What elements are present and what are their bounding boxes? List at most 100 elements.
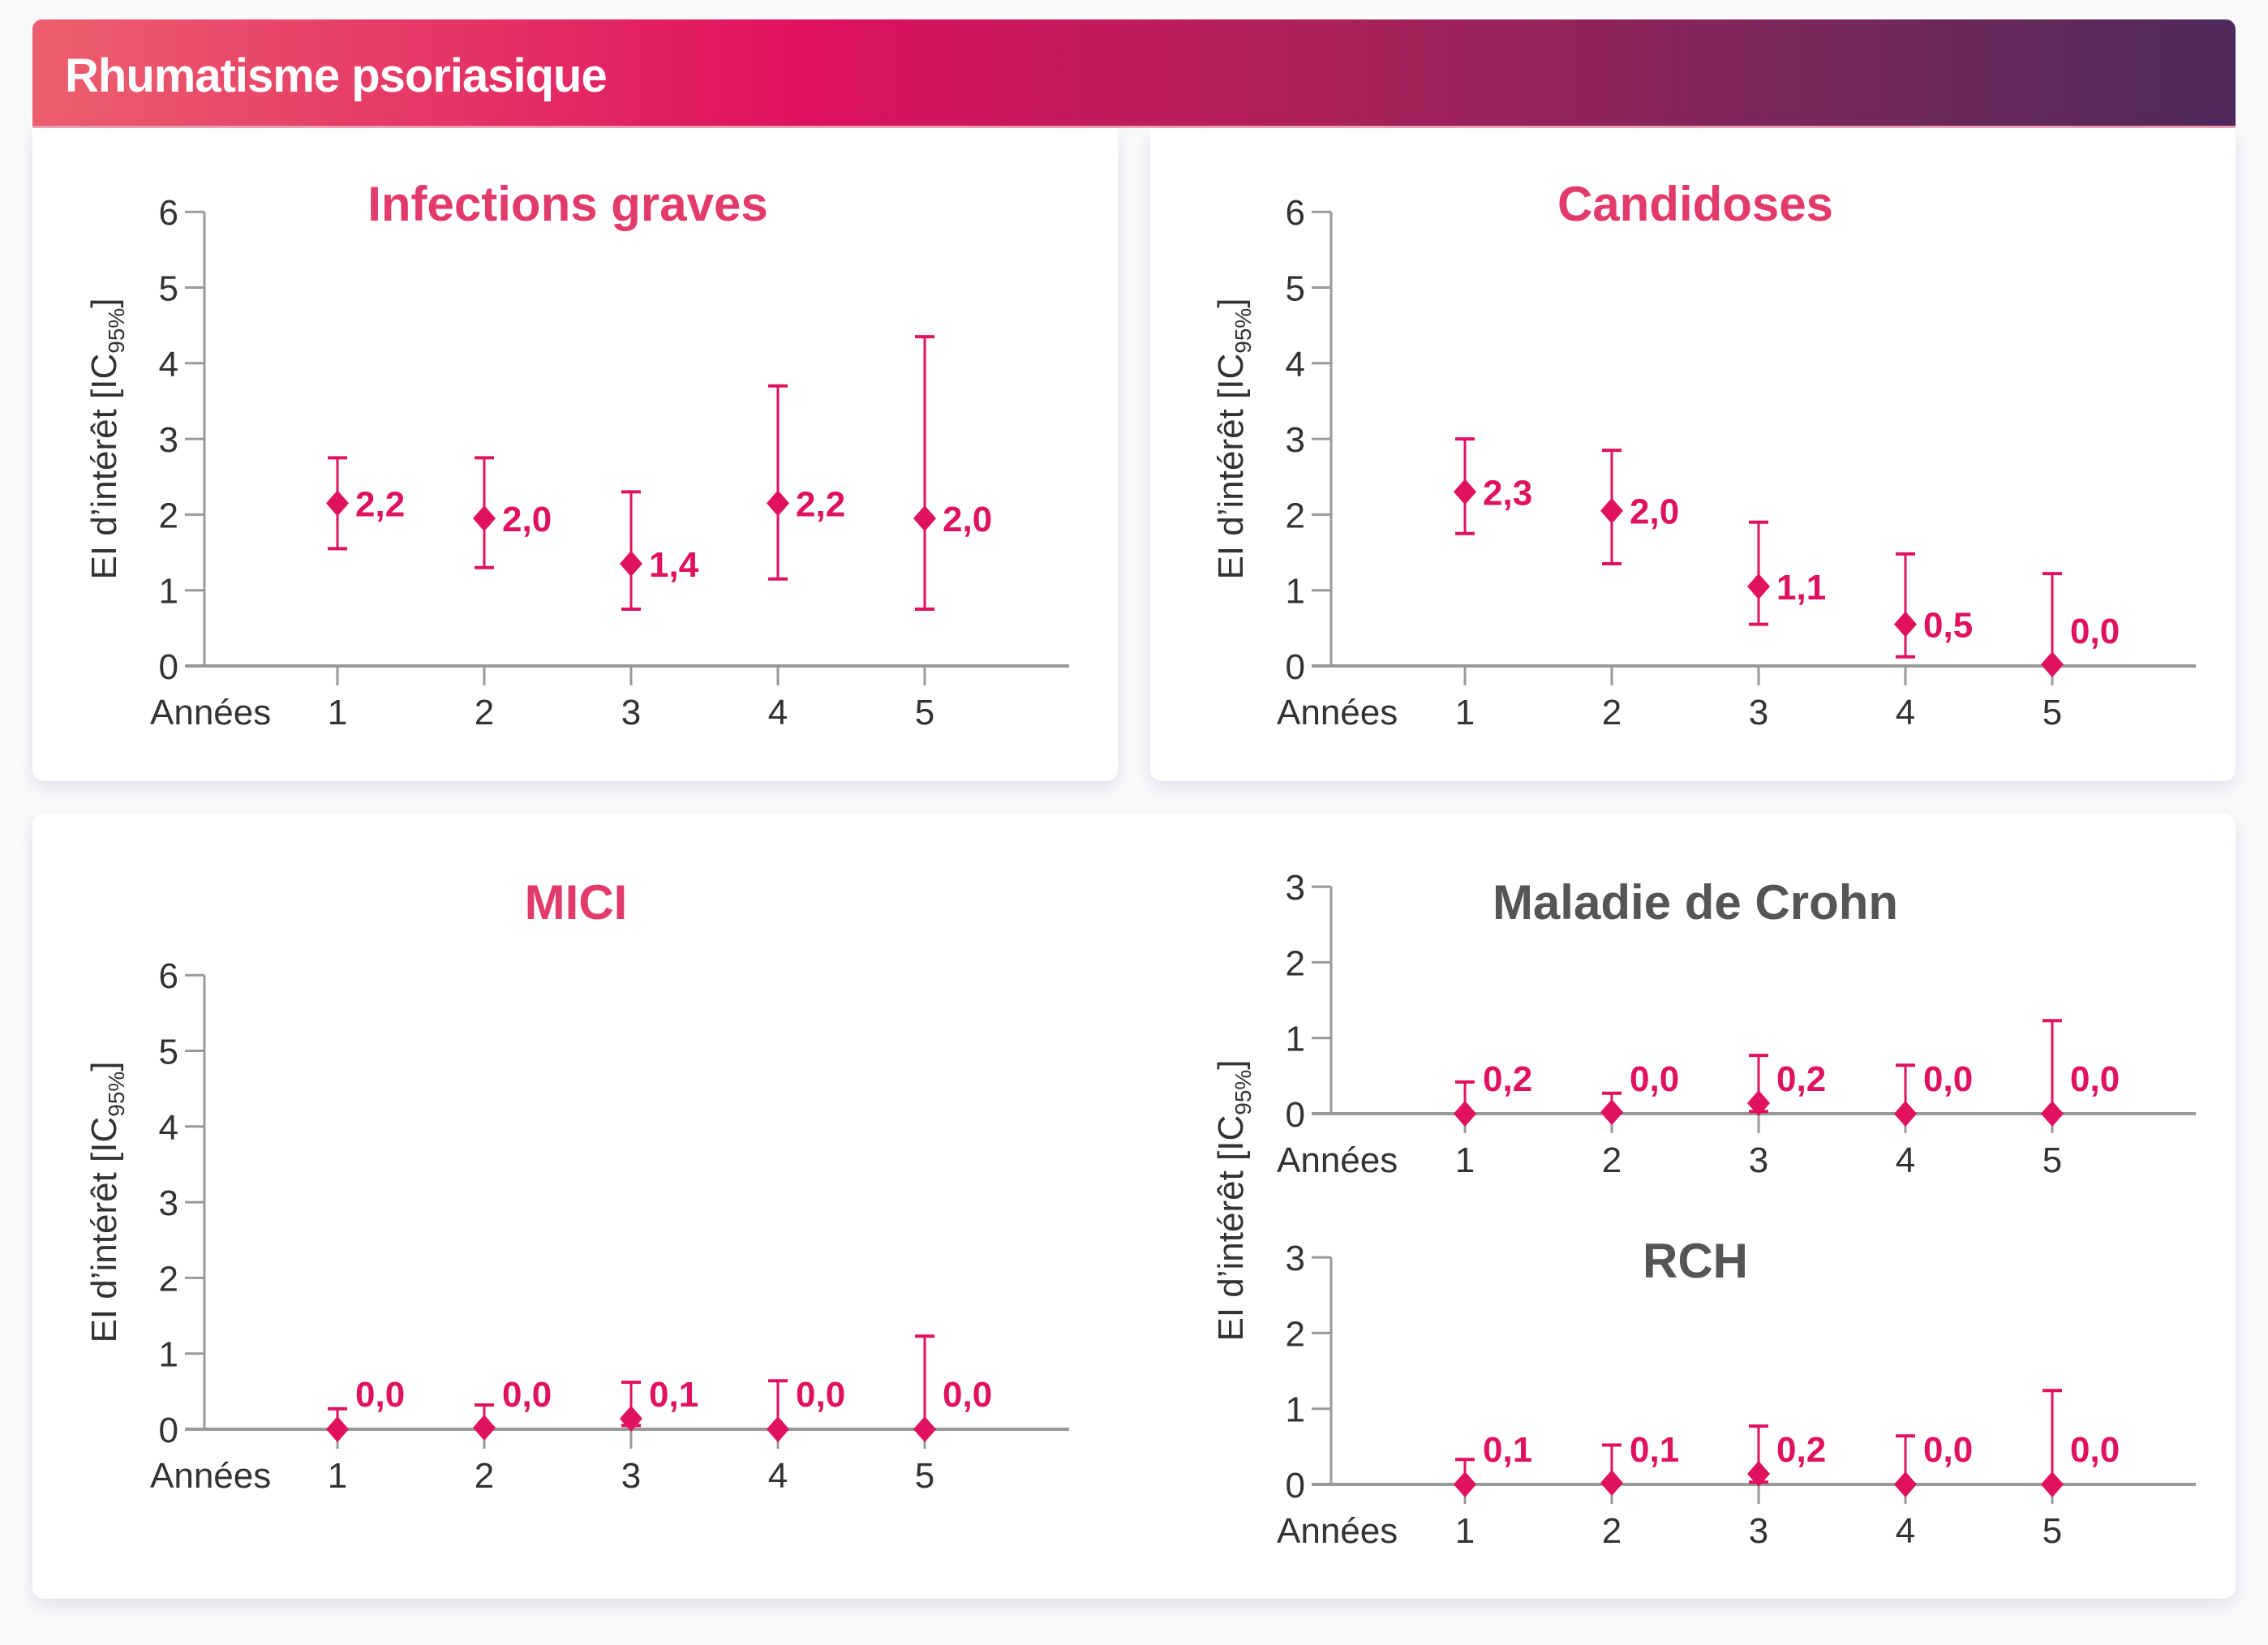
x-tick-label: 1	[1455, 693, 1475, 732]
x-tick-label: 3	[1749, 1511, 1768, 1551]
data-point-marker[interactable]	[767, 1416, 789, 1442]
data-point-marker[interactable]	[913, 1416, 936, 1442]
x-tick-label: 2	[1602, 1140, 1622, 1180]
x-tick-label: 4	[768, 693, 788, 732]
data-point-marker[interactable]	[1747, 1460, 1770, 1487]
y-tick-label: 3	[159, 1183, 178, 1223]
data-point-marker[interactable]	[1894, 611, 1917, 638]
y-tick-label: 6	[159, 193, 178, 233]
data-point-marker[interactable]	[2041, 1101, 2064, 1127]
chart-mici: MICI 0 1 2 3 4 5 6 Années 1 0,0 2 0,0 3 0,1 4 0,0 5 0,0	[150, 875, 1069, 1496]
y-tick-label: 1	[1286, 1020, 1305, 1059]
data-point-marker[interactable]	[1454, 1101, 1476, 1127]
data-point-marker[interactable]	[1454, 479, 1476, 505]
x-tick-label: 2	[1602, 1511, 1622, 1551]
y-tick-label: 2	[1286, 1314, 1305, 1354]
data-label: 0,0	[943, 1375, 992, 1415]
x-tick-label: 2	[475, 693, 494, 732]
y-axis-label-crohn-rch: EI d’intérêt [IC95%]	[1211, 1059, 1256, 1341]
x-tick-label: 1	[328, 693, 347, 732]
data-label: 0,1	[1483, 1430, 1532, 1470]
data-point-marker[interactable]	[1600, 1470, 1623, 1497]
data-label: 0,0	[796, 1375, 845, 1415]
data-point-marker[interactable]	[620, 551, 642, 578]
chart-title: RCH	[1643, 1234, 1748, 1288]
data-label: 2,3	[1483, 473, 1532, 513]
data-point-marker[interactable]	[473, 1415, 496, 1441]
y-tick-label: 6	[1286, 193, 1305, 233]
y-tick-label: 2	[159, 1259, 178, 1299]
data-point-marker[interactable]	[1894, 1101, 1917, 1127]
y-tick-label: 3	[1286, 868, 1305, 908]
x-tick-label: 5	[915, 1456, 934, 1496]
data-point-marker[interactable]	[620, 1405, 642, 1432]
data-label: 2,0	[1630, 492, 1679, 532]
data-label: 0,2	[1776, 1430, 1826, 1470]
data-label: 0,0	[502, 1375, 552, 1415]
x-tick-label: 4	[1896, 693, 1915, 732]
x-tick-label: 5	[2042, 693, 2062, 732]
data-point-marker[interactable]	[473, 505, 496, 532]
chart-title: MICI	[525, 875, 628, 930]
x-tick-label: 3	[621, 1456, 641, 1496]
x-tick-label: 5	[915, 693, 934, 732]
data-point-marker[interactable]	[767, 490, 789, 517]
data-point-marker[interactable]	[1747, 1089, 1770, 1116]
x-tick-label: 1	[1455, 1140, 1475, 1180]
y-tick-label: 2	[159, 496, 178, 535]
x-tick-label: 3	[621, 693, 641, 732]
x-tick-label: 2	[1602, 693, 1622, 732]
y-tick-label: 4	[159, 1108, 178, 1148]
data-point-marker[interactable]	[2041, 651, 2064, 678]
data-point-marker[interactable]	[1600, 497, 1623, 524]
x-tick-label: 4	[1896, 1511, 1915, 1551]
y-tick-label: 2	[1286, 496, 1305, 535]
y-tick-label: 3	[1286, 420, 1305, 460]
x-axis-label: Années	[1277, 1140, 1398, 1180]
data-label: 2,2	[796, 484, 845, 524]
data-point-marker[interactable]	[913, 505, 936, 532]
data-label: 1,4	[649, 545, 699, 585]
data-point-marker[interactable]	[1600, 1099, 1623, 1126]
y-tick-label: 5	[159, 1033, 178, 1072]
chart-title: Candidoses	[1557, 177, 1833, 231]
y-tick-label: 1	[159, 1335, 178, 1375]
x-tick-label: 5	[2042, 1140, 2062, 1180]
data-label: 0,0	[2070, 612, 2120, 651]
x-tick-label: 1	[328, 1456, 347, 1496]
data-point-marker[interactable]	[326, 490, 349, 517]
data-point-marker[interactable]	[1894, 1471, 1917, 1497]
data-label: 0,5	[1923, 606, 1973, 646]
chart-candidoses: Candidoses 0 1 2 3 4 5 6 Années 1 2,3 2 2,0 3 1,1 4 0,5 5…	[1277, 177, 2196, 732]
data-label: 0,1	[1630, 1430, 1679, 1470]
y-tick-label: 0	[1286, 647, 1305, 687]
x-tick-label: 1	[1455, 1511, 1475, 1551]
data-point-marker[interactable]	[1454, 1471, 1476, 1497]
chart-title: Infections graves	[367, 177, 768, 231]
data-point-marker[interactable]	[326, 1416, 349, 1442]
y-tick-label: 4	[1286, 345, 1305, 384]
y-tick-label: 4	[159, 345, 178, 384]
section-header: Rhumatisme psoriasique	[32, 19, 2236, 128]
x-tick-label: 4	[1896, 1140, 1915, 1180]
data-label: 0,2	[1483, 1059, 1532, 1099]
x-axis-label: Années	[1277, 1511, 1398, 1551]
x-axis-label: Années	[150, 1456, 271, 1496]
y-tick-label: 0	[1286, 1466, 1305, 1505]
y-tick-label: 5	[159, 269, 178, 309]
data-point-marker[interactable]	[1747, 573, 1770, 600]
y-tick-label: 0	[1286, 1095, 1305, 1135]
y-tick-label: 5	[1286, 269, 1305, 309]
data-point-marker[interactable]	[2041, 1471, 2064, 1497]
data-label: 2,2	[355, 484, 405, 524]
data-label: 0,0	[2070, 1059, 2120, 1099]
data-label: 0,0	[1630, 1059, 1679, 1099]
x-tick-label: 5	[2042, 1511, 2062, 1551]
section-title: Rhumatisme psoriasique	[65, 49, 608, 102]
data-label: 2,0	[943, 500, 992, 539]
x-axis-label: Années	[1277, 693, 1398, 732]
y-tick-label: 0	[159, 1411, 178, 1450]
data-label: 2,0	[502, 500, 552, 539]
y-tick-label: 0	[159, 647, 178, 687]
